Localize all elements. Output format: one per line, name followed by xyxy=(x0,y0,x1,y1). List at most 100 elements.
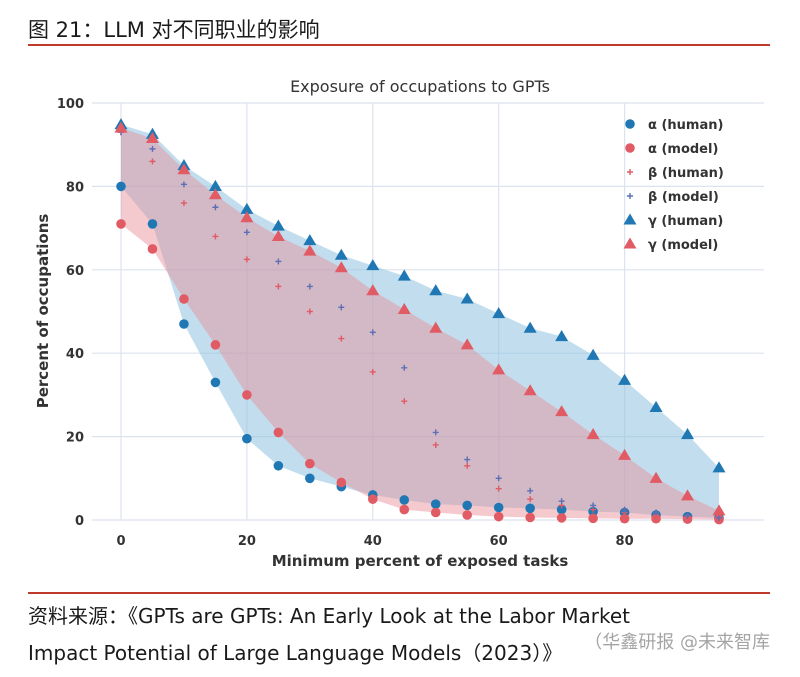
point-series-3 xyxy=(653,509,660,516)
x-tick-label: 20 xyxy=(238,534,256,549)
point-series-1 xyxy=(556,513,567,523)
point-series-3 xyxy=(464,456,471,463)
point-series-3 xyxy=(275,258,282,265)
chart-title: Exposure of occupations to GPTs xyxy=(290,77,550,96)
band-0 xyxy=(121,124,719,518)
point-series-1 xyxy=(367,494,378,504)
point-series-5 xyxy=(460,338,474,350)
point-series-4 xyxy=(523,321,537,333)
point-series-4 xyxy=(429,284,443,296)
point-series-0 xyxy=(273,460,284,471)
point-series-5 xyxy=(366,284,380,296)
point-series-3 xyxy=(621,506,628,513)
y-tick-label: 80 xyxy=(66,180,84,195)
point-series-0 xyxy=(116,181,126,192)
legend-label-5: γ (model) xyxy=(648,238,718,253)
point-series-4 xyxy=(681,428,695,440)
data-marks xyxy=(114,118,726,525)
point-series-5 xyxy=(114,121,128,133)
point-series-4 xyxy=(712,461,726,473)
point-series-1 xyxy=(619,513,630,524)
point-series-3 xyxy=(401,364,408,371)
x-tick-label: 40 xyxy=(364,534,382,549)
exposure-chart: 0 20 40 60 80 100 0 20 40 60 80 Exposure of occupa… xyxy=(34,77,764,570)
point-series-4 xyxy=(460,292,474,304)
point-series-3 xyxy=(684,512,691,519)
legend-marker-5 xyxy=(623,237,637,249)
source-note: 资料来源：《GPTs are GPTs: An Early Look at th… xyxy=(28,598,768,672)
shaded-bands xyxy=(121,124,719,520)
point-series-5 xyxy=(429,321,443,333)
figure-title: 图 21：LLM 对不同职业的影响 xyxy=(28,18,320,42)
point-series-1 xyxy=(147,244,158,254)
point-series-5 xyxy=(303,244,317,256)
point-series-4 xyxy=(208,179,222,191)
point-series-2 xyxy=(464,462,471,469)
point-series-5 xyxy=(177,163,191,175)
point-series-2 xyxy=(338,335,345,342)
legend-marker-0 xyxy=(625,119,635,129)
point-series-3 xyxy=(306,283,313,290)
point-series-1 xyxy=(399,504,410,515)
legend-label-1: α (model) xyxy=(648,142,718,157)
point-series-5 xyxy=(555,405,569,417)
legend: α (human) α (model) β (human) β (model) γ (h… xyxy=(623,118,724,253)
point-series-0 xyxy=(210,377,221,388)
point-series-1 xyxy=(430,507,441,518)
point-series-1 xyxy=(588,513,598,524)
point-series-4 xyxy=(271,219,285,231)
point-series-4 xyxy=(492,307,506,319)
point-series-3 xyxy=(527,487,534,494)
title-rule xyxy=(28,44,770,46)
point-series-4 xyxy=(303,234,317,246)
point-series-5 xyxy=(145,131,159,143)
point-series-5 xyxy=(523,384,537,396)
legend-marker-3 xyxy=(627,193,633,199)
point-series-1 xyxy=(493,511,504,522)
point-series-0 xyxy=(493,502,504,513)
legend-label-0: α (human) xyxy=(648,118,723,133)
y-tick-label: 0 xyxy=(75,514,84,529)
point-series-5 xyxy=(334,261,348,273)
point-series-3 xyxy=(180,181,187,188)
point-series-0 xyxy=(462,500,473,511)
point-series-5 xyxy=(681,489,695,501)
point-series-5 xyxy=(586,428,600,440)
point-series-3 xyxy=(495,475,502,482)
point-series-4 xyxy=(555,330,569,342)
point-series-4 xyxy=(366,259,380,271)
point-series-1 xyxy=(116,219,126,229)
point-series-3 xyxy=(149,145,156,152)
point-series-5 xyxy=(649,471,663,483)
point-series-2 xyxy=(243,256,250,263)
point-series-1 xyxy=(242,390,252,400)
x-tick-label: 60 xyxy=(490,534,508,549)
x-tick-label: 0 xyxy=(116,534,125,549)
point-series-4 xyxy=(240,202,254,214)
point-series-0 xyxy=(556,504,567,515)
legend-label-3: β (model) xyxy=(648,190,719,205)
x-tick-label: 80 xyxy=(616,534,634,549)
point-series-2 xyxy=(275,283,282,290)
point-series-4 xyxy=(397,269,411,281)
point-series-0 xyxy=(430,499,441,509)
source-rule xyxy=(28,592,770,594)
x-axis-label: Minimum percent of exposed tasks xyxy=(272,552,569,570)
point-series-2 xyxy=(432,441,439,448)
point-series-5 xyxy=(618,448,632,460)
legend-marker-2 xyxy=(627,169,633,175)
point-series-5 xyxy=(208,188,222,200)
point-series-2 xyxy=(527,496,534,503)
y-axis-label: Percent of occupations xyxy=(34,214,52,409)
point-series-5 xyxy=(492,363,506,375)
point-series-2 xyxy=(306,308,313,315)
point-series-2 xyxy=(495,485,502,492)
source-line-2: Impact Potential of Large Language Model… xyxy=(28,641,563,665)
point-series-2 xyxy=(369,368,376,375)
point-series-0 xyxy=(242,433,252,444)
tick-labels: 0 20 40 60 80 100 0 20 40 60 80 xyxy=(57,97,634,549)
point-series-0 xyxy=(525,503,535,514)
y-tick-label: 20 xyxy=(66,431,84,446)
y-tick-label: 100 xyxy=(57,97,84,112)
point-series-0 xyxy=(147,219,158,229)
